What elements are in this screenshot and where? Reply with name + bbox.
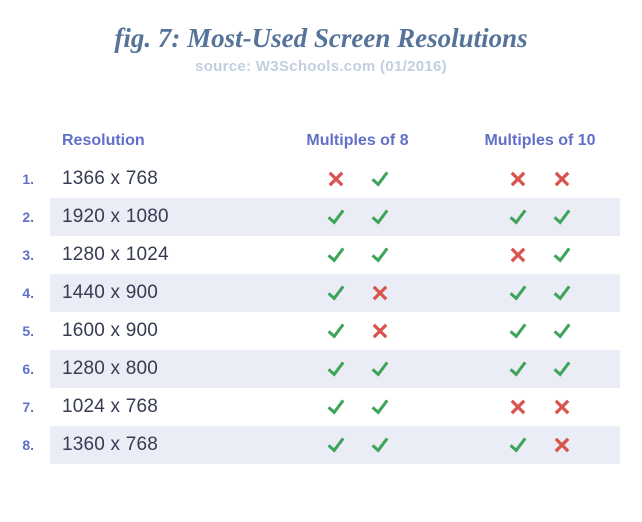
check-icon [327,360,345,378]
row-rank: 1. [22,171,34,187]
resolution-value: 1600 x 900 [62,320,159,341]
row-rank: 2. [22,209,34,225]
resolution-value: 1360 x 768 [62,434,159,455]
multiples-of-8-marks [275,322,440,340]
check-icon [509,436,527,454]
table-row: 8. 1360 x 768 [0,426,642,464]
cross-icon [371,322,389,340]
multiples-of-8-marks [275,246,440,264]
row-rank: 4. [22,285,34,301]
check-icon [371,436,389,454]
resolution-value: 1280 x 1024 [62,244,169,265]
check-icon [371,170,389,188]
check-icon [553,322,571,340]
column-header-multiples-of-8: Multiples of 8 [306,132,409,149]
cross-icon [371,284,389,302]
column-header-resolution: Resolution [62,132,145,149]
multiples-of-10-marks [460,208,620,226]
table-header-row: Resolution Multiples of 8 Multiples of 1… [0,122,642,160]
multiples-of-8-marks [275,360,440,378]
multiples-of-10-marks [460,170,620,188]
figure-title: fig. 7: Most-Used Screen Resolutions [114,23,528,53]
row-rank: 5. [22,323,34,339]
resolution-value: 1440 x 900 [62,282,159,303]
table-row: 6. 1280 x 800 [0,350,642,388]
check-icon [553,360,571,378]
column-header-multiples-of-10: Multiples of 10 [484,132,596,149]
row-rank: 8. [22,437,34,453]
resolution-value: 1920 x 1080 [62,206,169,227]
check-icon [553,246,571,264]
check-icon [327,322,345,340]
cross-icon [327,170,345,188]
multiples-of-10-marks [460,436,620,454]
check-icon [553,208,571,226]
table-row: 1. 1366 x 768 [0,160,642,198]
check-icon [371,360,389,378]
check-icon [327,436,345,454]
multiples-of-10-marks [460,322,620,340]
multiples-of-10-marks [460,398,620,416]
table-row: 3. 1280 x 1024 [0,236,642,274]
multiples-of-8-marks [275,170,440,188]
check-icon [371,398,389,416]
cross-icon [553,398,571,416]
check-icon [553,284,571,302]
check-icon [327,398,345,416]
cross-icon [509,170,527,188]
multiples-of-10-marks [460,284,620,302]
table-row: 4. 1440 x 900 [0,274,642,312]
multiples-of-8-marks [275,436,440,454]
table-row: 7. 1024 x 768 [0,388,642,426]
check-icon [327,208,345,226]
row-rank: 7. [22,399,34,415]
resolution-value: 1366 x 768 [62,168,159,189]
check-icon [509,360,527,378]
row-rank: 3. [22,247,34,263]
table-row: 5. 1600 x 900 [0,312,642,350]
table-row: 2. 1920 x 1080 [0,198,642,236]
resolutions-table: Resolution Multiples of 8 Multiples of 1… [0,122,642,464]
check-icon [327,246,345,264]
resolution-value: 1280 x 800 [62,358,159,379]
resolution-value: 1024 x 768 [62,396,159,417]
cross-icon [509,398,527,416]
table-body: 1. 1366 x 768 2. 1920 x 1080 3. 1280 x 1… [0,160,642,464]
check-icon [509,208,527,226]
figure-subtitle: source: W3Schools.com (01/2016) [195,58,447,75]
multiples-of-8-marks [275,284,440,302]
check-icon [509,322,527,340]
cross-icon [553,436,571,454]
check-icon [509,284,527,302]
cross-icon [553,170,571,188]
row-rank: 6. [22,361,34,377]
check-icon [327,284,345,302]
multiples-of-10-marks [460,246,620,264]
multiples-of-8-marks [275,208,440,226]
check-icon [371,208,389,226]
multiples-of-10-marks [460,360,620,378]
multiples-of-8-marks [275,398,440,416]
check-icon [371,246,389,264]
cross-icon [509,246,527,264]
